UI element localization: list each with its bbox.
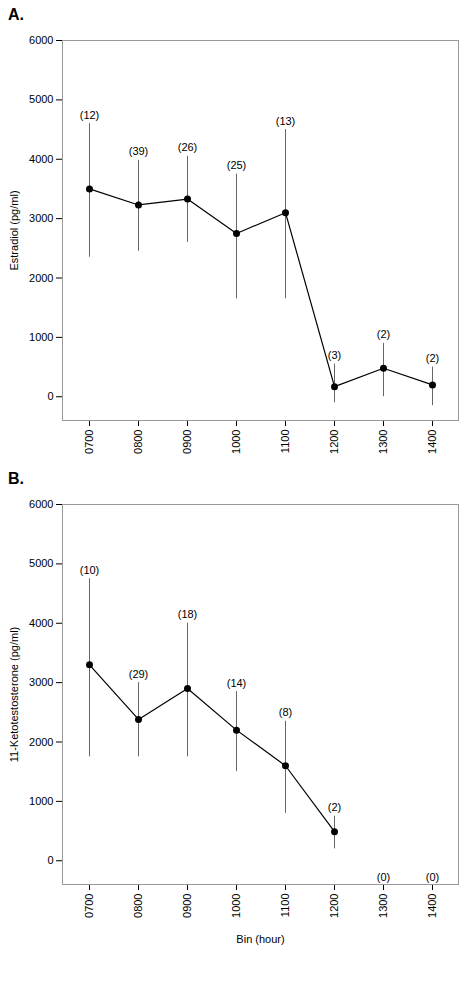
html-text:B.: B. — [8, 470, 24, 487]
svg-text:(39): (39) — [129, 145, 149, 157]
svg-text:0900: 0900 — [181, 894, 193, 918]
svg-text:4000: 4000 — [29, 153, 53, 165]
html-text:A.: A. — [8, 6, 24, 23]
svg-text:(2): (2) — [426, 352, 439, 364]
svg-text:Estradiol (pg/ml): Estradiol (pg/ml) — [8, 190, 20, 270]
svg-text:(10): (10) — [80, 564, 100, 576]
svg-text:1000: 1000 — [29, 795, 53, 807]
svg-text:1300: 1300 — [377, 430, 389, 454]
svg-text:0: 0 — [47, 390, 53, 402]
svg-text:(2): (2) — [328, 801, 341, 813]
svg-text:(29): (29) — [129, 668, 149, 680]
svg-text:Bin (hour): Bin (hour) — [236, 933, 284, 945]
svg-text:0800: 0800 — [132, 430, 144, 454]
svg-text:(26): (26) — [178, 141, 198, 153]
svg-text:3000: 3000 — [29, 676, 53, 688]
svg-text:2000: 2000 — [29, 736, 53, 748]
svg-text:(12): (12) — [80, 109, 100, 121]
svg-text:1400: 1400 — [426, 430, 438, 454]
svg-text:(18): (18) — [178, 608, 198, 620]
svg-text:1100: 1100 — [279, 894, 291, 918]
svg-text:1000: 1000 — [230, 894, 242, 918]
svg-text:5000: 5000 — [29, 557, 53, 569]
svg-text:11-Ketotestosterone (pg/ml): 11-Ketotestosterone (pg/ml) — [8, 627, 20, 763]
svg-text:1200: 1200 — [328, 894, 340, 918]
svg-text:1300: 1300 — [377, 894, 389, 918]
svg-text:3000: 3000 — [29, 212, 53, 224]
svg-text:1000: 1000 — [230, 430, 242, 454]
svg-text:1000: 1000 — [29, 331, 53, 343]
svg-text:(0): (0) — [377, 871, 390, 883]
svg-text:2000: 2000 — [29, 272, 53, 284]
svg-text:(3): (3) — [328, 349, 341, 361]
svg-text:1100: 1100 — [279, 430, 291, 454]
svg-text:0700: 0700 — [83, 894, 95, 918]
svg-text:4000: 4000 — [29, 617, 53, 629]
svg-text:(14): (14) — [227, 677, 247, 689]
svg-text:6000: 6000 — [29, 34, 53, 46]
svg-text:5000: 5000 — [29, 93, 53, 105]
svg-text:(0): (0) — [426, 871, 439, 883]
svg-text:0800: 0800 — [132, 894, 144, 918]
svg-text:6000: 6000 — [29, 498, 53, 510]
svg-text:(25): (25) — [227, 159, 247, 171]
svg-text:1200: 1200 — [328, 430, 340, 454]
svg-text:0: 0 — [47, 854, 53, 866]
svg-text:(8): (8) — [279, 706, 292, 718]
svg-text:0900: 0900 — [181, 430, 193, 454]
svg-text:0700: 0700 — [83, 430, 95, 454]
svg-text:(13): (13) — [276, 115, 296, 127]
svg-text:(2): (2) — [377, 328, 390, 340]
svg-text:1400: 1400 — [426, 894, 438, 918]
